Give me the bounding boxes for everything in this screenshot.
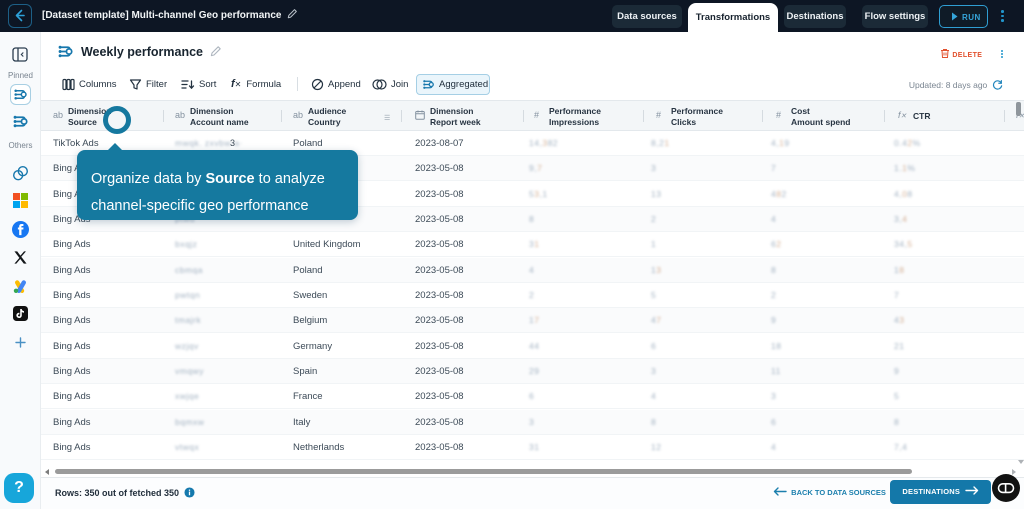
svg-text:RUN: RUN — [962, 13, 981, 22]
